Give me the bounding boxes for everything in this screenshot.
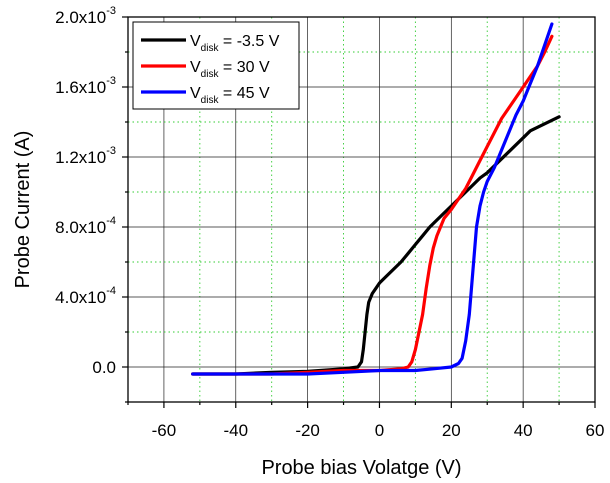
legend-label-rest: = 30 V [218,59,269,76]
y-tick-exponent: -4 [106,285,116,297]
y-tick-label: 1.2x10-3 [55,145,116,167]
legend-label-main: V [190,85,201,102]
y-tick-mantissa: 1.6x10 [55,78,106,97]
x-tick-label: 20 [442,421,461,440]
legend-label-sub: disk [201,95,220,106]
series-layer [191,22,561,376]
x-tick-label: -60 [152,421,177,440]
y-tick-label: 1.6x10-3 [55,75,116,97]
tick-labels: -60 -40 -20 0 20 40 600.04.0x10-48.0x10-41.2x1… [55,5,604,440]
x-tick-label: 60 [586,421,605,440]
legend-label: Vdisk = 30 V [190,59,270,80]
y-tick-label: 0.0 [92,358,116,377]
legend-label: Vdisk = -3.5 V [190,33,280,54]
y-tick-mantissa: 4.0x10 [55,288,106,307]
legend-label-sub: disk [201,43,220,54]
y-tick-mantissa: 0.0 [92,358,116,377]
y-axis-label: Probe Current (A) [12,131,34,289]
y-tick-label: 8.0x10-4 [55,215,116,237]
legend-label: Vdisk = 45 V [190,85,270,106]
y-tick-mantissa: 8.0x10 [55,218,106,237]
x-axis-label: Probe bias Volatge (V) [261,457,461,479]
y-tick-label: 4.0x10-4 [55,285,116,307]
axis-ticks [122,16,596,408]
y-tick-exponent: -3 [106,5,116,17]
y-tick-mantissa: 2.0x10 [55,8,106,27]
x-tick-label: 0 [375,421,384,440]
legend-label-rest: = 45 V [218,85,269,102]
legend-label-main: V [190,33,201,50]
x-tick-label: 40 [514,421,533,440]
x-tick-label: -40 [223,421,248,440]
legend-label-main: V [190,59,201,76]
legend-label-rest: = -3.5 V [218,33,279,50]
y-tick-exponent: -4 [106,215,116,227]
series-line-3 [191,22,554,376]
legend-label-sub: disk [201,69,220,80]
y-tick-exponent: -3 [106,75,116,87]
y-tick-label: 2.0x10-3 [55,5,116,27]
plot-frame [127,16,596,403]
y-tick-mantissa: 1.2x10 [55,148,106,167]
y-tick-exponent: -3 [106,145,116,157]
x-tick-label: -20 [295,421,320,440]
series-line-1 [191,115,561,376]
